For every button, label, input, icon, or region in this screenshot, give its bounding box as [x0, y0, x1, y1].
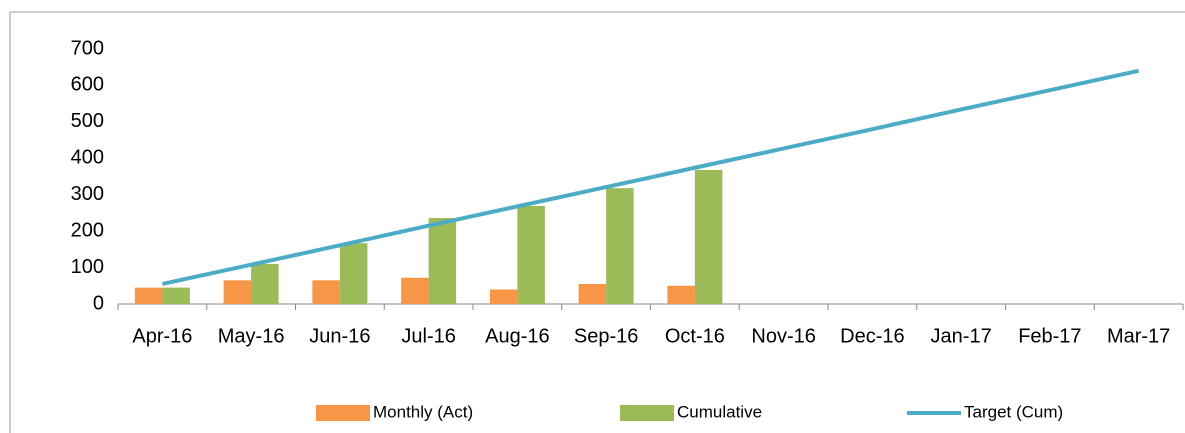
bar: [134, 287, 163, 304]
x-tick-label: Aug-16: [485, 325, 550, 347]
y-tick-label: 500: [71, 110, 104, 132]
bar: [606, 188, 634, 304]
y-tick-label: 100: [71, 256, 104, 278]
bar: [517, 206, 545, 304]
y-tick-label: 600: [71, 74, 104, 96]
bar: [578, 283, 607, 304]
x-tick-label: Jun-16: [309, 325, 370, 347]
legend-swatch: [620, 405, 674, 421]
y-tick-label: 200: [71, 219, 104, 241]
chart-frame: [9, 11, 1185, 433]
x-tick-label: Jul-16: [401, 325, 455, 347]
x-tick-label: May-16: [218, 325, 285, 347]
x-tick-label: Dec-16: [840, 325, 904, 347]
bar: [667, 285, 695, 304]
x-tick-label: Apr-16: [132, 325, 192, 347]
x-tick-label: Oct-16: [665, 325, 725, 347]
bar: [401, 277, 429, 304]
x-tick-label: Mar-17: [1107, 325, 1170, 347]
legend-label: Monthly (Act): [373, 402, 473, 421]
line: [161, 68, 1140, 286]
bar: [223, 280, 252, 304]
legend-swatch: [316, 405, 370, 421]
y-tick-label: 700: [71, 37, 104, 59]
bar: [694, 169, 723, 304]
x-tick-label: Jan-17: [931, 325, 992, 347]
legend-label: Target (Cum): [964, 402, 1063, 421]
bar: [251, 263, 279, 304]
legend: Monthly (Act) Cumulative Target (Cum): [316, 402, 1063, 421]
bar: [312, 280, 340, 304]
x-tick-label: Nov-16: [751, 325, 815, 347]
y-tick-label: 0: [93, 292, 104, 314]
bar: [489, 289, 518, 304]
y-tick-label: 400: [71, 147, 104, 169]
legend-label: Cumulative: [677, 402, 762, 421]
bar: [162, 287, 190, 304]
x-tick-label: Feb-17: [1018, 325, 1081, 347]
bar: [428, 218, 457, 304]
bar: [339, 243, 368, 304]
y-tick-label: 300: [71, 183, 104, 205]
x-tick-label: Sep-16: [574, 325, 639, 347]
